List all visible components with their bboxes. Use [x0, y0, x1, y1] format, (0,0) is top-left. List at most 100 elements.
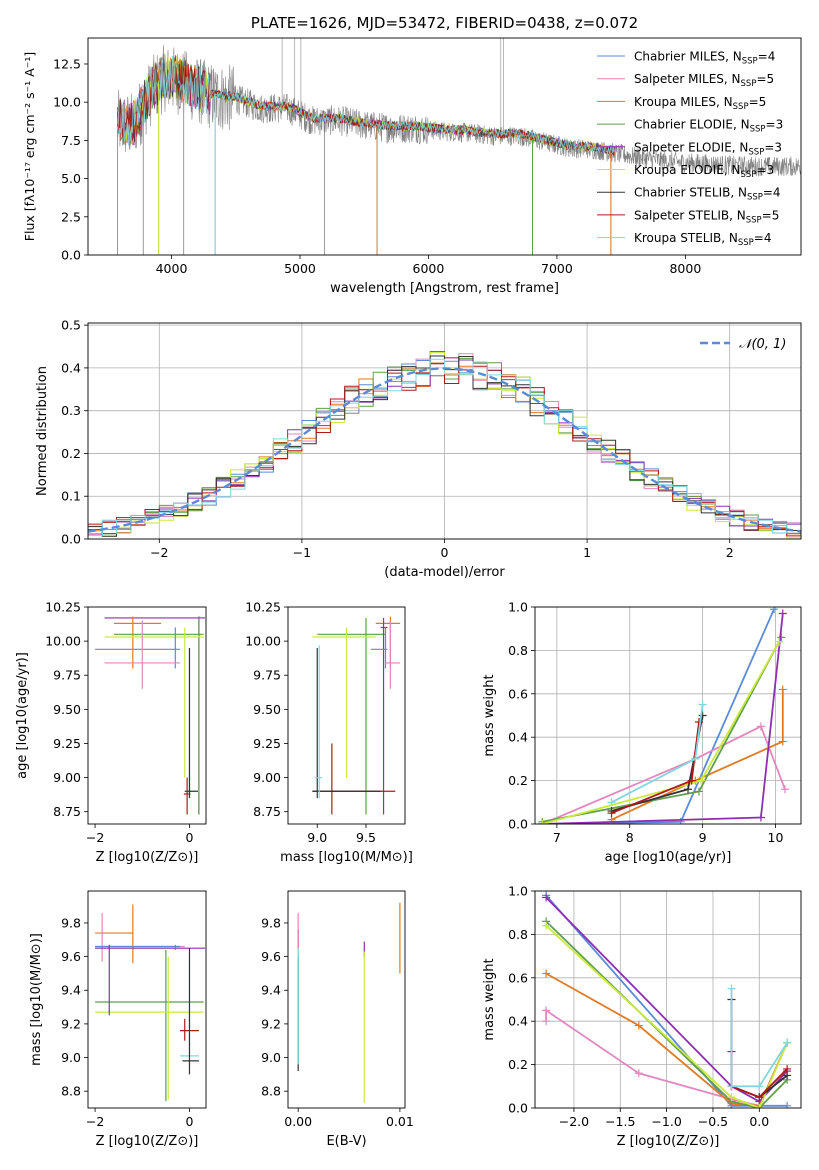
- legend-entry: Kroupa STELIB, NSSP=4: [634, 231, 772, 248]
- x-tick-label: 0.0: [749, 1114, 769, 1129]
- y-tick-label: 0.0: [61, 248, 81, 263]
- legend: Chabrier MILES, NSSP=4 Salpeter MILES, NS…: [597, 50, 783, 248]
- x-tick-label: −2: [86, 1114, 104, 1129]
- normal-curve: [88, 367, 801, 533]
- x-axis-label: mass [log10(M/M⊙)]: [280, 850, 413, 865]
- legend-entry: Kroupa ELODIE, NSSP=3: [634, 163, 774, 180]
- y-tick-label: 0.4: [508, 730, 528, 745]
- weight-series-kroupa_miles: [611, 689, 784, 821]
- axes-mass_vs_ebv: 0.00 0.01 8.8 9.0 9.2 9.4 9.6 9.8 E(B-V): [261, 890, 414, 1149]
- axes-frame: [87, 606, 207, 825]
- x-tick-label: 4000: [156, 261, 188, 276]
- plot-area: [95, 616, 206, 815]
- weight-point: [694, 787, 703, 796]
- model-fit-kroupa_stelib: [117, 54, 616, 155]
- x-tick-label: −2: [86, 830, 104, 845]
- y-tick-label: 0.4: [61, 360, 81, 375]
- y-tick-label: 9.0: [61, 1050, 81, 1065]
- axes-mass_vs_Z: −2 0 8.8 9.0 9.2 9.4 9.6 9.8 Z [log10(Z/Z⊙)] mass…: [29, 890, 207, 1149]
- x-tick-label: 0: [186, 830, 194, 845]
- x-tick-label: 8000: [669, 261, 701, 276]
- weight-point: [756, 813, 765, 822]
- axes-weight_vs_age: 7 8 9 10 0.0 0.2 0.4 0.6 0.8 1.0 age [log10(age/yr…: [482, 600, 802, 865]
- x-tick-label: 0: [441, 545, 449, 560]
- observed-spectrum: [117, 45, 801, 177]
- y-tick-label: 2.5: [61, 209, 81, 224]
- y-tick-label: 0.8: [508, 927, 528, 942]
- x-tick-label: 1: [583, 545, 591, 560]
- axes-frame: [534, 606, 802, 825]
- y-tick-label: 0.5: [61, 318, 81, 333]
- weight-point: [783, 1101, 792, 1108]
- y-tick-label: 9.2: [61, 1016, 81, 1031]
- plot-area: [297, 902, 401, 1103]
- x-tick-label: 8: [626, 830, 634, 845]
- axes-residuals: −2 −1 0 1 2 0.0 0.1 0.2 0.3 0.4 0.5 (data-model)/er…: [35, 318, 802, 580]
- axes-frame: [287, 890, 406, 1109]
- axes-age_vs_Z: −2 0 8.75 9.00 9.25 9.50 9.75 10.00 10.25 Z [log1…: [15, 600, 207, 865]
- x-tick-label: 7: [553, 830, 561, 845]
- x-tick-label: −0.5: [698, 1114, 728, 1129]
- weight-point: [778, 609, 787, 618]
- y-axis-label: mass weight: [482, 674, 497, 756]
- x-tick-label: 2: [726, 545, 734, 560]
- y-tick-label: 9.6: [61, 949, 81, 964]
- weight-point: [727, 1093, 736, 1102]
- x-tick-label: 10: [768, 830, 784, 845]
- y-tick-label: 10.25: [245, 600, 281, 615]
- y-tick-label: 9.00: [53, 770, 81, 785]
- x-axis-label: E(B-V): [326, 1134, 366, 1149]
- y-tick-label: 8.75: [53, 804, 81, 819]
- x-axis-label: Z [log10(Z/Z⊙)]: [96, 850, 199, 865]
- weight-point: [778, 737, 787, 746]
- y-tick-label: 9.8: [261, 915, 281, 930]
- y-tick-label: 10.25: [45, 600, 81, 615]
- weight-point: [783, 1038, 792, 1047]
- weight-series-chabrier_stelib: [611, 715, 704, 812]
- y-tick-label: 9.25: [253, 736, 281, 751]
- x-tick-label: 9.0: [307, 830, 327, 845]
- plot-area: [95, 904, 206, 1102]
- axes-spectrum: 4000 5000 6000 7000 8000 0.0 2.5 5.0 7.5 10.0 12.5…: [22, 14, 802, 296]
- y-tick-label: 9.50: [253, 702, 281, 717]
- y-tick-label: 0.6: [508, 970, 528, 985]
- y-tick-label: 1.0: [508, 884, 528, 899]
- weight-point: [698, 700, 707, 709]
- y-tick-label: 9.25: [53, 736, 81, 751]
- y-tick-label: 0.1: [61, 489, 81, 504]
- weight-point: [691, 754, 700, 763]
- weight-point: [542, 1006, 551, 1015]
- weight-series-kroupa_stelib: [730, 988, 788, 1088]
- x-tick-label: −1.0: [651, 1114, 681, 1129]
- y-tick-label: 1.0: [508, 600, 528, 615]
- y-tick-label: 10.00: [245, 634, 281, 649]
- chart-title: PLATE=1626, MJD=53472, FIBERID=0438, z=0…: [251, 14, 638, 32]
- weight-point: [778, 685, 787, 694]
- weight-point: [542, 1017, 551, 1026]
- weight-point: [780, 785, 789, 794]
- weight-point: [755, 1093, 764, 1102]
- x-tick-label: −2.0: [559, 1114, 589, 1129]
- weight-point: [727, 1082, 736, 1091]
- x-tick-label: −2: [150, 545, 168, 560]
- legend-entry: Chabrier MILES, NSSP=4: [634, 50, 775, 67]
- legend-entry: Chabrier STELIB, NSSP=4: [634, 186, 781, 203]
- y-tick-label: 9.75: [53, 668, 81, 683]
- weight-point: [542, 921, 551, 930]
- x-tick-label: 9.5: [356, 830, 376, 845]
- y-tick-label: 0.0: [61, 532, 81, 547]
- weight-series-kroupa_elodie: [545, 925, 788, 1108]
- x-tick-label: 0: [186, 1114, 194, 1129]
- weight-point: [634, 1021, 643, 1030]
- plot-area: [538, 607, 789, 824]
- y-axis-label: Normed distribution: [35, 366, 50, 496]
- axes-age_vs_mass: 9.0 9.5 8.75 9.00 9.25 9.50 9.75 10.00 10.25 mass…: [245, 600, 413, 866]
- y-tick-label: 0.0: [508, 1101, 528, 1116]
- weight-point: [755, 1104, 764, 1108]
- plot-area: [117, 38, 801, 255]
- y-tick-label: 8.8: [261, 1084, 281, 1099]
- axes-frame: [87, 322, 802, 540]
- weight-point: [770, 607, 779, 614]
- y-tick-label: 5.0: [61, 171, 81, 186]
